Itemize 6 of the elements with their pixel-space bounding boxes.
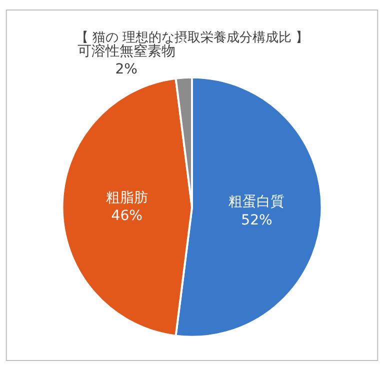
data-label: 46% [111,208,142,224]
data-label: 2% [115,62,138,78]
slice-label: 粗脂肪 [106,190,148,206]
slice-label: 粗蛋白質 [228,194,285,210]
slice-label: 可溶性無窒素物 [77,44,176,60]
data-label: 52% [241,212,272,228]
